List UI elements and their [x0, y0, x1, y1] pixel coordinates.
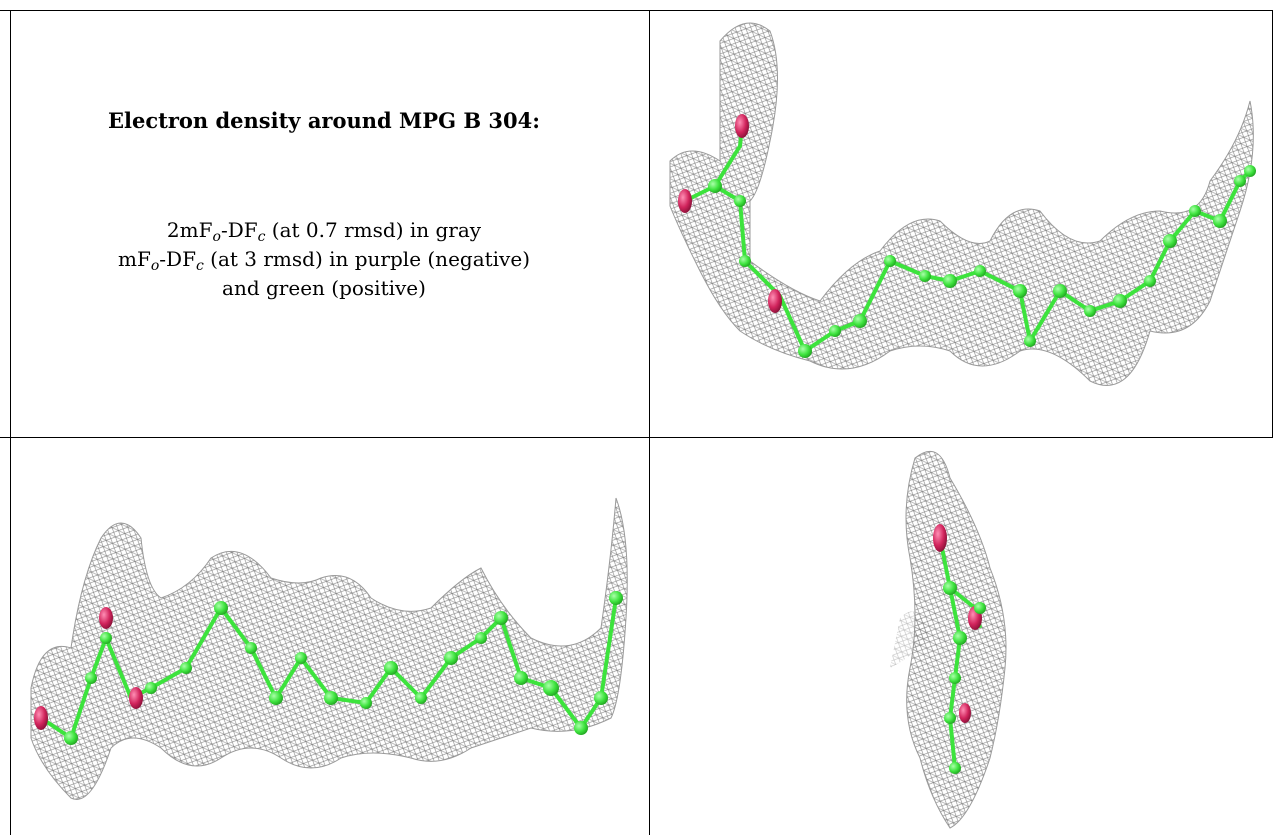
density-view-3 — [650, 438, 1272, 835]
density-mesh-1 — [669, 22, 1256, 386]
legend-cell: Electron density around MPG B 304: 2mFo-… — [0, 10, 648, 437]
table-border-middle — [649, 10, 650, 835]
density-view-1 — [650, 11, 1272, 437]
legend-line-positive: and green (positive) — [222, 276, 426, 300]
legend-line-2fo-fc: 2mFo-DFc (at 0.7 rmsd) in gray — [166, 218, 482, 245]
density-mesh-3 — [890, 450, 1007, 829]
legend-caption: 2mFo-DFc (at 0.7 rmsd) in gray mFo-DFc (… — [0, 216, 648, 303]
atom-markers-3 — [933, 524, 986, 774]
table-border-left — [10, 10, 11, 835]
legend-title: Electron density around MPG B 304: — [108, 108, 540, 133]
table-row-divider — [0, 437, 1273, 438]
legend-line-fo-fc: mFo-DFc (at 3 rmsd) in purple (negative) — [118, 247, 530, 274]
table-border-top — [0, 10, 1273, 11]
atom-markers-1 — [678, 114, 1256, 358]
atom-markers-2 — [34, 591, 623, 745]
density-mesh-2 — [30, 497, 628, 800]
density-view-2 — [11, 438, 649, 835]
